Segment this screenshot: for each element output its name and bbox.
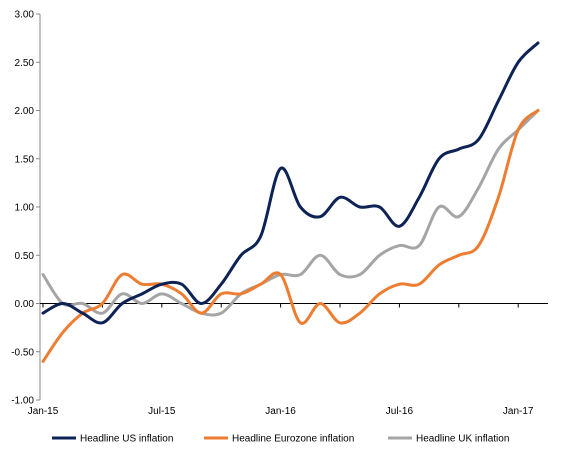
legend-item-uk: Headline UK inflation — [388, 434, 509, 445]
x-tick-labels: Jan-15 Jul-15 Jan-16 Jul-16 Jan-17 — [28, 406, 534, 417]
y-tick-label: -1.00 — [11, 396, 34, 407]
series-line-eurozone — [41, 109, 540, 363]
axes — [36, 13, 548, 401]
legend-item-us: Headline US inflation — [52, 434, 173, 445]
x-tick-label: Jul-16 — [386, 406, 414, 417]
series-lines — [41, 41, 540, 363]
y-tick-label: -0.50 — [11, 347, 34, 358]
x-tick-label: Jul-15 — [148, 406, 176, 417]
series-line-us — [41, 41, 540, 325]
legend-label: Headline UK inflation — [416, 434, 509, 445]
legend-label: Headline Eurozone inflation — [232, 434, 354, 445]
y-tick-label: 1.50 — [15, 154, 35, 165]
y-tick-label: 2.00 — [15, 106, 35, 117]
legend: Headline US inflation Headline Eurozone i… — [52, 434, 509, 445]
y-tick-label: 0.00 — [15, 299, 35, 310]
y-tick-label: 1.00 — [15, 203, 35, 214]
x-tick-label: Jan-16 — [265, 406, 296, 417]
legend-label: Headline US inflation — [80, 434, 173, 445]
y-tick-label: 3.00 — [15, 10, 35, 21]
y-tick-label: 2.50 — [15, 58, 35, 69]
y-tick-label: 0.50 — [15, 251, 35, 262]
x-tick-label: Jan-15 — [28, 406, 59, 417]
legend-item-eurozone: Headline Eurozone inflation — [204, 434, 354, 445]
y-tick-labels: 3.00 2.50 2.00 1.50 1.00 0.50 0.00 -0.50 -1.00 — [11, 10, 34, 407]
series-line-uk — [41, 109, 540, 317]
x-tick-label: Jan-17 — [503, 406, 534, 417]
